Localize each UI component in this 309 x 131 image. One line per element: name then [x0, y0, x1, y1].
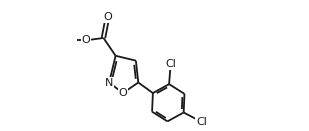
Text: O: O — [81, 35, 90, 45]
Text: Cl: Cl — [165, 59, 176, 69]
Text: O: O — [103, 12, 112, 22]
Text: O: O — [119, 88, 127, 98]
Text: N: N — [105, 78, 113, 88]
Text: Cl: Cl — [196, 117, 207, 127]
